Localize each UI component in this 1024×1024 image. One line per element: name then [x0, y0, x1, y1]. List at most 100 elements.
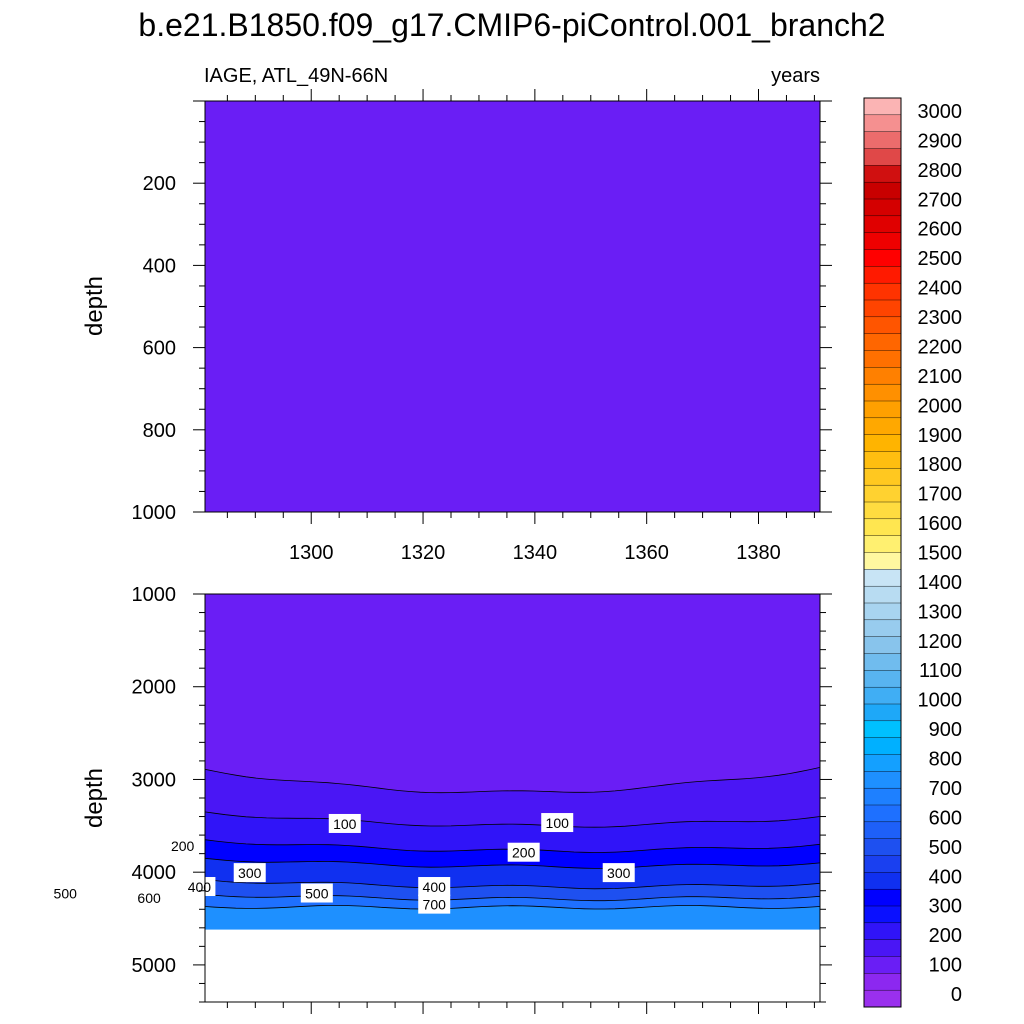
colorbar-label: 400: [929, 866, 962, 888]
contour-label-bg: [133, 888, 166, 908]
colorbar-label: 600: [929, 807, 962, 829]
lower-y-tick-label: 4000: [132, 862, 177, 884]
contour-label: 600: [133, 888, 166, 908]
colorbar-label: 1200: [918, 631, 963, 653]
contour-label: 100: [328, 813, 361, 833]
contour-label-bg: [166, 836, 199, 856]
contour-line-400: [204, 857, 821, 869]
contour-line-100: [204, 767, 821, 794]
colorbar-swatch: [863, 939, 902, 958]
lower-y-tick-label: 3000: [132, 769, 177, 791]
colorbar-swatch: [863, 989, 902, 1008]
upper-y-tick-label: 1000: [132, 502, 177, 524]
contour-label-bg: [541, 813, 574, 833]
colorbar-label: 2600: [918, 219, 963, 241]
contour-label: 100: [541, 813, 574, 833]
colorbar-swatch: [863, 434, 902, 452]
contour-line-500: [204, 879, 821, 890]
colorbar-swatch: [863, 333, 902, 351]
lower-y-axis-label: depth: [81, 768, 108, 828]
lower-contour-bands: [205, 594, 820, 1002]
colorbar-label: 1300: [918, 601, 963, 623]
colorbar-label: 200: [929, 925, 962, 947]
contour-label-text: 200: [512, 845, 536, 861]
upper-x-tick-label: 1380: [736, 542, 781, 564]
contour-label: 500: [300, 883, 333, 903]
contour-label-bg: [507, 842, 540, 862]
contour-label-text: 600: [137, 890, 161, 906]
colorbar-label: 1700: [918, 484, 963, 506]
contour-label-bg: [418, 894, 451, 914]
colorbar-swatch: [863, 131, 902, 150]
colorbar-swatch: [863, 350, 902, 368]
colorbar-label: 0: [951, 984, 962, 1006]
upper-panel: 1300 1320 1340 1360 1380 200 400 600 800 1000 dep…: [81, 89, 832, 564]
contour-label-bg: [418, 877, 451, 897]
colorbar-swatch: [863, 956, 902, 974]
colorbar: 3000290028002700260025002400230022002100…: [863, 97, 963, 1008]
upper-ticks: 1300 1320 1340 1360 1380 200 400 600 800 1000: [132, 89, 832, 564]
colorbar-label: 2900: [918, 130, 963, 152]
contour-label: 500: [49, 883, 82, 903]
colorbar-label: 1600: [918, 513, 963, 535]
contour-line-700: [204, 905, 821, 910]
colorbar-label: 500: [929, 837, 962, 859]
contour-label-bg: [328, 813, 361, 833]
colorbar-label: 900: [929, 719, 962, 741]
colorbar-swatch: [863, 97, 902, 116]
upper-y-tick-label: 400: [143, 255, 176, 277]
contour-label-bg: [602, 863, 635, 883]
contour-label: 700: [418, 894, 451, 914]
colorbar-swatch: [863, 855, 902, 873]
colorbar-label: 100: [929, 955, 962, 977]
contour-label-text: 200: [171, 838, 195, 854]
colorbar-swatch: [863, 114, 902, 133]
colorbar-label: 1400: [918, 572, 963, 594]
contour-label: 300: [233, 863, 266, 883]
contour-label-bg: [233, 863, 266, 883]
contour-label-text: 100: [546, 815, 570, 831]
colorbar-swatch: [863, 535, 902, 554]
colorbar-swatch: [863, 282, 902, 301]
lower-y-tick-label: 2000: [132, 677, 177, 699]
colorbar-label: 2500: [918, 248, 963, 270]
contour-label-text: 300: [607, 865, 631, 881]
colorbar-swatch: [863, 754, 902, 772]
colorbar-swatch: [863, 872, 902, 890]
colorbar-label: 700: [929, 778, 962, 800]
contour-label-text: 100: [333, 816, 357, 832]
colorbar-label: 2700: [918, 189, 963, 211]
colorbar-label: 2100: [918, 366, 963, 388]
colorbar-swatch: [863, 569, 902, 587]
lower-ticks: 1000 2000 3000 4000 5000: [132, 584, 832, 1014]
contour-band: [205, 894, 820, 909]
colorbar-label: 1100: [919, 660, 962, 682]
colorbar-label: 2400: [918, 278, 963, 300]
colorbar-swatch: [863, 266, 902, 284]
upper-x-tick-label: 1300: [289, 542, 334, 564]
upper-y-tick-label: 200: [143, 173, 176, 195]
colorbar-swatch: [863, 383, 902, 402]
colorbar-swatch: [863, 804, 902, 823]
colorbar-swatch: [863, 518, 902, 537]
colorbar-swatch: [863, 771, 902, 789]
colorbar-swatch: [863, 367, 902, 385]
missing-data-region: [205, 929, 820, 1002]
colorbar-swatch: [863, 501, 902, 520]
colorbar-label: 1500: [918, 543, 963, 565]
colorbar-swatch: [863, 821, 902, 840]
chart-title: b.e21.B1850.f09_g17.CMIP6-piControl.001_…: [138, 7, 885, 43]
contour-label: 400: [418, 877, 451, 897]
contour-label: 400: [183, 877, 216, 897]
lower-y-tick-label: 5000: [132, 955, 177, 977]
contour-label-text: 300: [238, 865, 262, 881]
colorbar-swatch: [863, 670, 902, 688]
colorbar-swatch: [863, 838, 902, 857]
colorbar-label: 2800: [918, 160, 963, 182]
colorbar-label: 3000: [918, 101, 963, 123]
upper-x-tick-label: 1320: [401, 542, 446, 564]
upper-y-axis-label: depth: [81, 276, 108, 336]
contour-label: 200: [166, 836, 199, 856]
contour-label-text: 400: [188, 879, 212, 895]
contour-label: 200: [507, 842, 540, 862]
